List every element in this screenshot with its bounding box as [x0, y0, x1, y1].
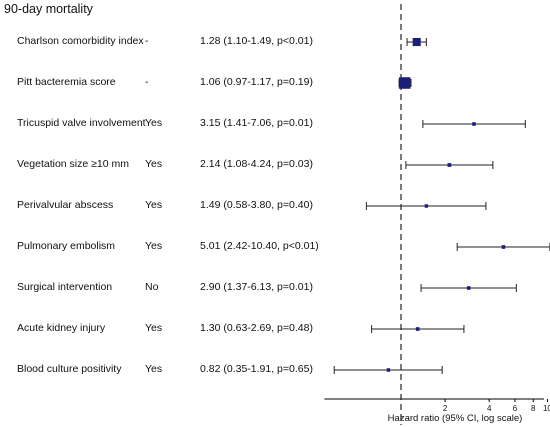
row-variable-label: Surgical intervention [17, 281, 113, 293]
x-tick-label: 4 [487, 404, 492, 413]
row-variable-label: Pitt bacteremia score [17, 76, 116, 88]
row-level-label: - [145, 35, 149, 47]
row-level-label: Yes [145, 158, 163, 170]
point-estimate [447, 163, 452, 167]
point-estimate [386, 368, 391, 372]
row-variable-label: Vegetation size ≥10 mm [17, 158, 129, 170]
row-estimate-label: 2.90 (1.37-6.13, p=0.01) [200, 281, 313, 293]
row-variable-label: Acute kidney injury [17, 322, 106, 334]
x-tick-label: 8 [531, 404, 536, 413]
row-level-label: No [145, 281, 159, 293]
row-variable-label: Tricuspid valve involvement [17, 117, 146, 129]
point-estimate [501, 245, 506, 249]
row-estimate-label: 2.14 (1.08-4.24, p=0.03) [200, 158, 313, 170]
x-tick-label: 10 [543, 404, 550, 413]
point-estimate [415, 327, 420, 331]
x-tick-label: 2 [443, 404, 448, 413]
row-estimate-label: 5.01 (2.42-10.40, p<0.01) [200, 240, 319, 252]
row-variable-label: Pulmonary embolism [17, 240, 116, 252]
x-axis-label: Hazard ratio (95% CI, log scale) [388, 413, 523, 424]
row-estimate-label: 1.30 (0.63-2.69, p=0.48) [200, 322, 313, 334]
row-variable-label: Perivalvular abscess [17, 199, 114, 211]
row-level-label: Yes [145, 322, 163, 334]
point-estimate [412, 37, 421, 47]
row-level-label: Yes [145, 117, 163, 129]
point-estimate [398, 77, 411, 89]
row-estimate-label: 3.15 (1.41-7.06, p=0.01) [200, 117, 313, 129]
row-level-label: Yes [145, 240, 163, 252]
point-estimate [472, 122, 476, 126]
row-estimate-label: 0.82 (0.35-1.91, p=0.65) [200, 363, 313, 375]
row-estimate-label: 1.49 (0.58-3.80, p=0.40) [200, 199, 313, 211]
row-level-label: Yes [145, 363, 163, 375]
point-estimate [466, 286, 471, 290]
point-estimate [424, 204, 429, 208]
chart-title: 90-day mortality [4, 2, 93, 16]
row-variable-label: Charlson comorbidity index [17, 35, 144, 47]
row-estimate-label: 1.06 (0.97-1.17, p=0.19) [200, 76, 313, 88]
x-tick-label: 6 [513, 404, 518, 413]
row-variable-label: Blood culture positivity [17, 363, 122, 375]
row-estimate-label: 1.28 (1.10-1.49, p<0.01) [200, 35, 313, 47]
row-level-label: Yes [145, 199, 163, 211]
row-level-label: - [145, 76, 149, 88]
